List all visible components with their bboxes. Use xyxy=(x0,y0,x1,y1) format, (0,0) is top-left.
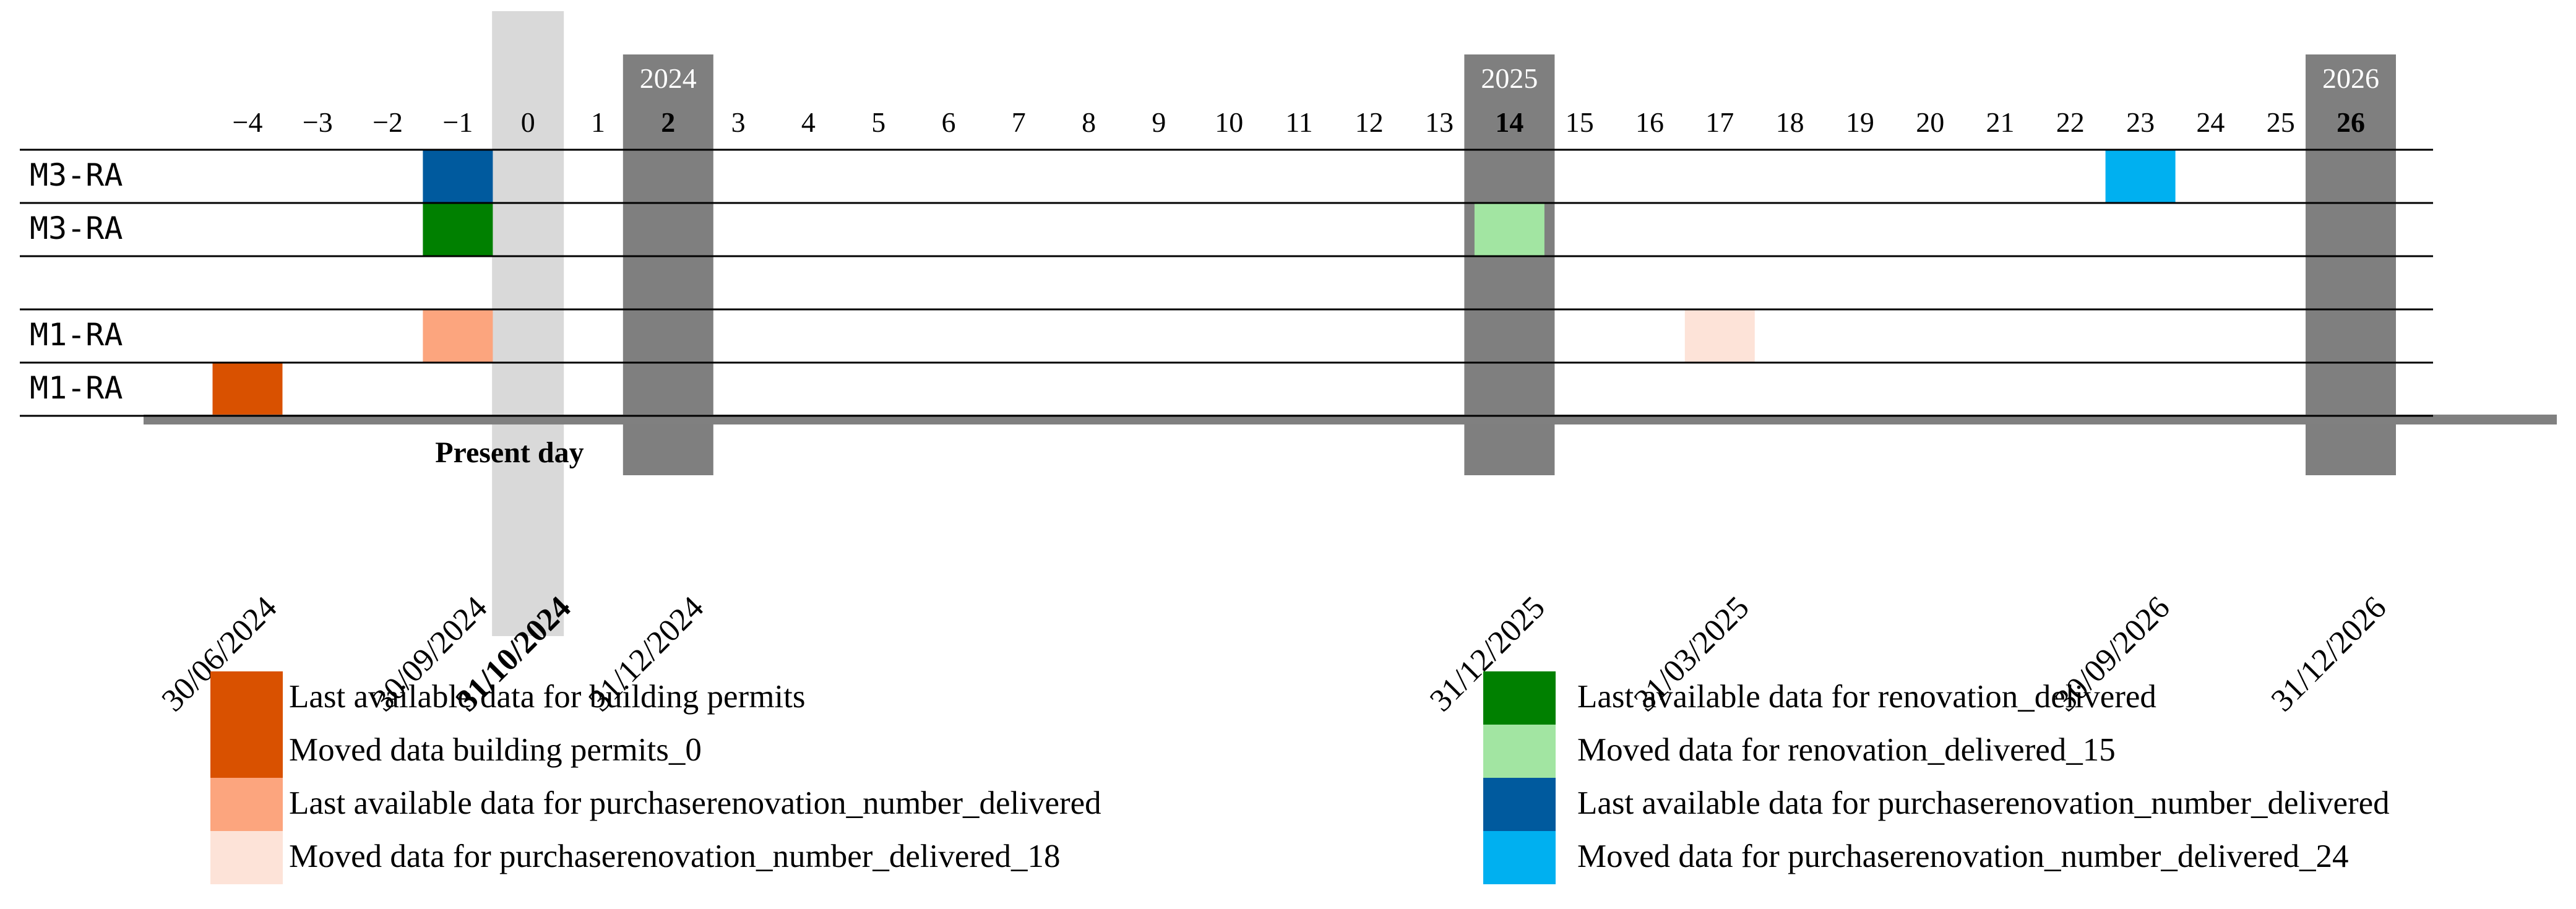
tick-label: 19 xyxy=(1846,106,1874,138)
year-label: 2024 xyxy=(640,62,697,94)
present-day-band xyxy=(492,11,564,636)
tick-label: 1 xyxy=(591,106,605,138)
tick-label: 16 xyxy=(1635,106,1664,138)
legend-label: Last available data for purchaserenovati… xyxy=(1577,785,2390,821)
tick-label: 15 xyxy=(1566,106,1594,138)
tick-label: −2 xyxy=(373,106,403,138)
tick-label: 10 xyxy=(1215,106,1243,138)
year-column-2024 xyxy=(622,54,713,475)
legend-label: Moved data for renovation_delivered_15 xyxy=(1577,732,2116,768)
tick-label: 21 xyxy=(1986,106,2015,138)
date-label: 31/12/2026 xyxy=(2265,590,2393,718)
legend-swatch xyxy=(1483,725,1556,778)
legend-swatch xyxy=(210,671,283,725)
tick-label: 23 xyxy=(2126,106,2155,138)
legend-swatch xyxy=(1483,831,1556,884)
row-cell xyxy=(423,150,493,202)
row-cell xyxy=(423,310,493,362)
legend-label: Last available data for purchaserenovati… xyxy=(289,785,1101,821)
tick-label: 9 xyxy=(1152,106,1166,138)
tick-label: 18 xyxy=(1776,106,1804,138)
row-cell xyxy=(1474,204,1544,256)
tick-label: −4 xyxy=(233,106,263,138)
row-cell xyxy=(423,204,493,256)
legend-swatch xyxy=(210,725,283,778)
tick-label: 12 xyxy=(1355,106,1384,138)
tick-label: 3 xyxy=(731,106,746,138)
row-cell xyxy=(1684,310,1755,362)
tick-label: 22 xyxy=(2056,106,2085,138)
legend-swatch xyxy=(210,831,283,884)
tick-label: 26 xyxy=(2337,106,2365,138)
row-label: M3-RA xyxy=(30,210,123,246)
tick-label: 2 xyxy=(661,106,675,138)
year-column-2025 xyxy=(1464,54,1555,475)
present-day-label: Present day xyxy=(435,436,584,469)
legend-swatch xyxy=(1483,671,1556,725)
tick-label: 17 xyxy=(1705,106,1734,138)
row-label: M1-RA xyxy=(30,370,123,406)
tick-label: 20 xyxy=(1916,106,1944,138)
year-column-2026 xyxy=(2306,54,2396,475)
tick-label: 5 xyxy=(871,106,885,138)
legend-swatch xyxy=(210,778,283,831)
legend-label: Last available data for renovation_deliv… xyxy=(1577,679,2156,715)
legend-swatch xyxy=(1483,778,1556,831)
tick-label: 24 xyxy=(2196,106,2225,138)
tick-label: −1 xyxy=(442,106,473,138)
tick-label: 6 xyxy=(942,106,956,138)
tick-label: 11 xyxy=(1285,106,1312,138)
tick-label: 13 xyxy=(1425,106,1454,138)
tick-label: 7 xyxy=(1012,106,1026,138)
tick-label: −3 xyxy=(303,106,333,138)
tick-label: 0 xyxy=(521,106,535,138)
tick-label: 25 xyxy=(2267,106,2295,138)
tick-label: 4 xyxy=(801,106,816,138)
legend-label: Moved data building permits_0 xyxy=(289,732,702,768)
tick-label: 14 xyxy=(1495,106,1523,138)
year-label: 2026 xyxy=(2322,62,2379,94)
legend-label: Moved data for purchaserenovation_number… xyxy=(1577,838,2349,874)
row-label: M1-RA xyxy=(30,317,123,353)
legend-label: Moved data for purchaserenovation_number… xyxy=(289,838,1061,874)
legend-label: Last available data for building permits xyxy=(289,679,806,715)
row-cell xyxy=(2105,150,2176,202)
tick-label: 8 xyxy=(1082,106,1096,138)
row-cell xyxy=(212,363,283,415)
year-label: 2025 xyxy=(1481,62,1538,94)
timeline-baseline xyxy=(144,415,2557,424)
row-label: M3-RA xyxy=(30,157,123,193)
